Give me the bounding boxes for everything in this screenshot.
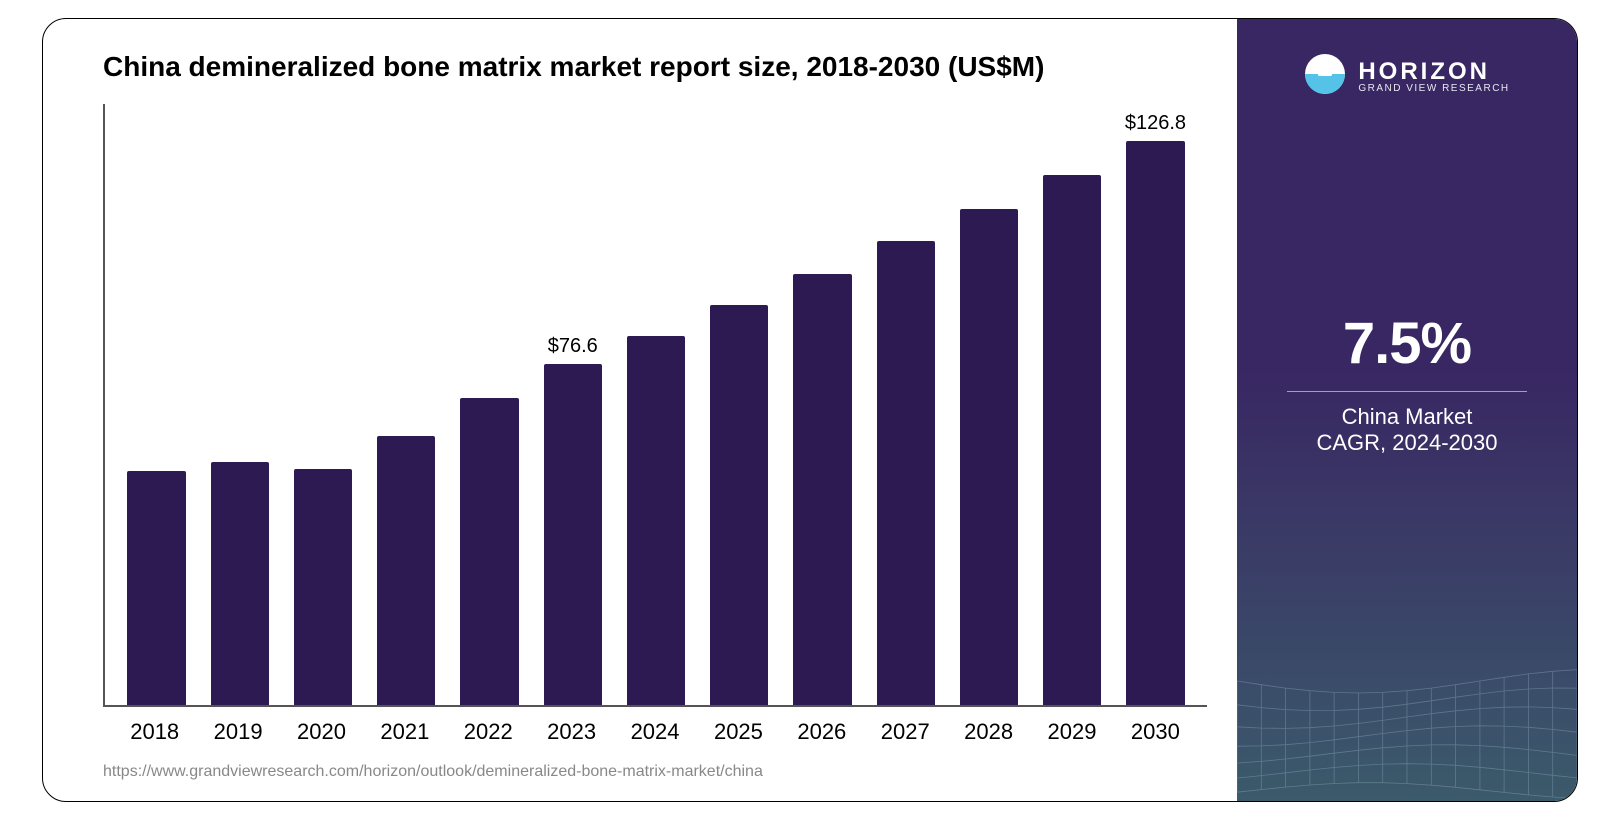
bar-wrap — [864, 104, 947, 705]
bar — [1126, 141, 1184, 705]
x-tick: 2021 — [363, 719, 446, 745]
x-tick: 2029 — [1030, 719, 1113, 745]
bar-container: $76.6 $126.8 — [105, 104, 1207, 705]
bar-wrap — [198, 104, 281, 705]
chart-plot: $76.6 $126.8 — [103, 104, 1207, 707]
bar-wrap — [614, 104, 697, 705]
cagr-block: 7.5% China Market CAGR, 2024-2030 — [1257, 310, 1557, 456]
x-tick: 2028 — [947, 719, 1030, 745]
x-tick: 2019 — [196, 719, 279, 745]
x-tick: 2025 — [697, 719, 780, 745]
logo-sub: GRAND VIEW RESEARCH — [1358, 84, 1509, 95]
source-url: https://www.grandviewresearch.com/horizo… — [103, 763, 1207, 781]
chart-panel: China demineralized bone matrix market r… — [43, 19, 1237, 801]
logo-text: HORIZON GRAND VIEW RESEARCH — [1358, 59, 1509, 95]
x-tick: 2018 — [113, 719, 196, 745]
cagr-value: 7.5% — [1257, 310, 1557, 377]
bar-wrap: $126.8 — [1114, 104, 1197, 705]
bar — [793, 274, 851, 705]
x-tick: 2027 — [864, 719, 947, 745]
bar — [211, 462, 269, 705]
bar — [460, 398, 518, 705]
bar-wrap: $76.6 — [531, 104, 614, 705]
x-tick: 2030 — [1114, 719, 1197, 745]
logo-name: HORIZON — [1358, 59, 1509, 84]
bar — [294, 469, 352, 705]
bar-wrap — [1031, 104, 1114, 705]
bar-wrap — [947, 104, 1030, 705]
bar — [877, 241, 935, 705]
bar — [544, 364, 602, 705]
x-tick: 2023 — [530, 719, 613, 745]
bar — [710, 305, 768, 705]
chart-title: China demineralized bone matrix market r… — [103, 49, 1207, 84]
bar-value-label: $76.6 — [548, 335, 598, 358]
cagr-period-label: CAGR, 2024-2030 — [1257, 430, 1557, 456]
bar-wrap — [281, 104, 364, 705]
bar-value-label: $126.8 — [1125, 112, 1186, 135]
divider — [1287, 391, 1527, 392]
x-tick: 2020 — [280, 719, 363, 745]
bar — [127, 471, 185, 705]
x-tick: 2022 — [447, 719, 530, 745]
bar — [1043, 175, 1101, 705]
report-card: China demineralized bone matrix market r… — [42, 18, 1578, 802]
logo-block: HORIZON GRAND VIEW RESEARCH — [1304, 53, 1509, 100]
x-tick: 2026 — [780, 719, 863, 745]
bar-wrap — [448, 104, 531, 705]
bar-wrap — [781, 104, 864, 705]
cagr-market-label: China Market — [1257, 404, 1557, 430]
side-panel: HORIZON GRAND VIEW RESEARCH 7.5% China M… — [1237, 19, 1577, 801]
mesh-graphic — [1237, 651, 1577, 801]
bar — [960, 209, 1018, 705]
x-axis: 2018201920202021202220232024202520262027… — [103, 707, 1207, 745]
horizon-logo-icon — [1304, 53, 1346, 100]
bar-wrap — [698, 104, 781, 705]
bar — [627, 336, 685, 706]
bar-wrap — [365, 104, 448, 705]
chart-area: $76.6 $126.8 2018201920202021202220232024… — [103, 104, 1207, 745]
bar-wrap — [115, 104, 198, 705]
bar — [377, 436, 435, 705]
x-tick: 2024 — [613, 719, 696, 745]
